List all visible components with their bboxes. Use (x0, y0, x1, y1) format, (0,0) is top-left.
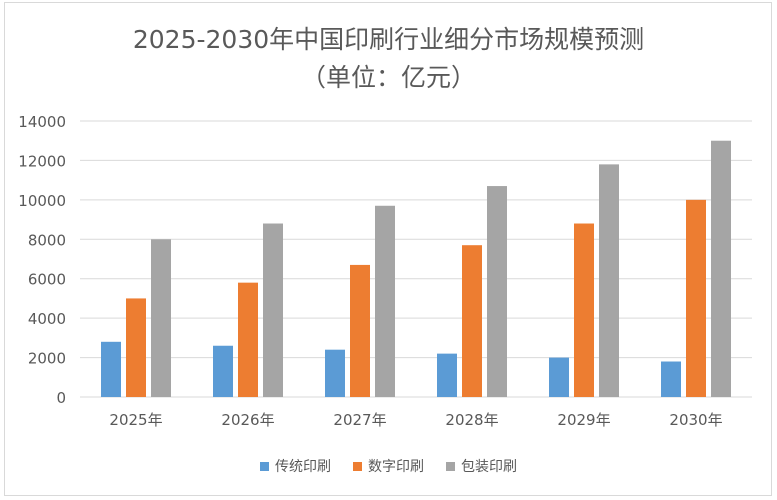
bar-2 (462, 245, 482, 397)
x-tick-label: 2028年 (445, 411, 498, 429)
legend-item: 数字印刷 (353, 456, 424, 476)
bar-1 (213, 345, 233, 397)
y-tick-label: 2000 (28, 350, 66, 368)
y-tick-label: 14000 (18, 113, 66, 131)
bar-3 (151, 239, 171, 397)
chart-title: 2025-2030年中国印刷行业细分市场规模预测 (132, 25, 645, 54)
bar-3 (599, 164, 619, 397)
bar-1 (437, 353, 457, 397)
bar-2 (238, 282, 258, 397)
legend-item: 传统印刷 (260, 456, 331, 476)
legend-label: 数字印刷 (368, 459, 424, 475)
x-tick-label: 2027年 (333, 411, 386, 429)
x-tick-label: 2025年 (109, 411, 162, 429)
y-tick-label: 12000 (18, 152, 66, 170)
x-tick-label: 2026年 (221, 411, 274, 429)
x-tick-label: 2030年 (669, 411, 722, 429)
chart-subtitle: （单位：亿元） (300, 63, 476, 92)
bar-2 (350, 264, 370, 397)
y-tick-label: 10000 (18, 192, 66, 210)
legend-swatch (446, 461, 455, 471)
y-tick-label: 8000 (28, 231, 66, 249)
y-tick-label: 4000 (28, 310, 66, 328)
bar-1 (661, 361, 681, 397)
legend: 传统印刷 数字印刷 包装印刷 (0, 456, 777, 476)
bar-3 (375, 205, 395, 397)
bar-3 (263, 223, 283, 397)
y-tick-label: 6000 (28, 271, 66, 289)
bar-1 (549, 357, 569, 397)
bar-2 (686, 199, 706, 397)
y-tick-label: 0 (56, 389, 66, 407)
chart-frame (4, 2, 772, 496)
bar-3 (711, 140, 731, 397)
bar-2 (574, 223, 594, 397)
legend-swatch (353, 461, 362, 471)
legend-label: 包装印刷 (461, 459, 517, 475)
bar-2 (126, 298, 146, 397)
x-tick-label: 2029年 (557, 411, 610, 429)
bar-3 (487, 186, 507, 397)
legend-swatch (260, 461, 269, 471)
bar-1 (101, 341, 121, 397)
legend-label: 传统印刷 (275, 459, 331, 475)
legend-item: 包装印刷 (446, 456, 517, 476)
bar-1 (325, 349, 345, 397)
